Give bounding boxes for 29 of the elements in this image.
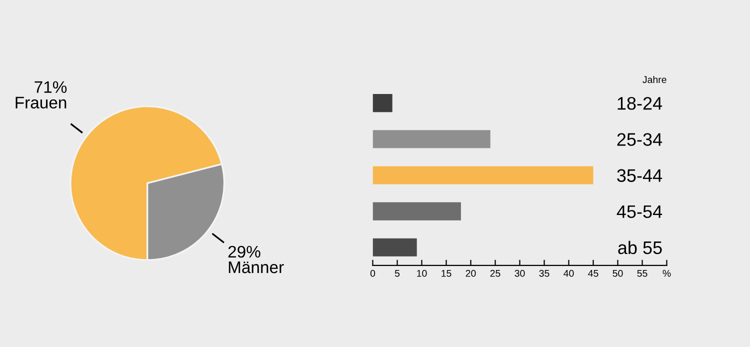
x-tick-label: 0 [370,270,376,277]
y-tick-label: 35-44 [617,169,662,182]
slice-label: Frauen [16,96,66,109]
x-tick-label: 55 [637,270,648,277]
slice-label: Männer [228,262,284,274]
bar [372,238,417,256]
y-tick-label: 18-24 [618,96,662,110]
x-tick-label: 20 [466,270,476,277]
bar [372,166,594,184]
bar [372,130,490,148]
y-tick-label: 45-54 [616,205,662,218]
x-tick-label: 35 [539,270,550,277]
data-label: 71% [34,81,67,93]
y-tick-label: 25-34 [617,133,662,146]
x-tick-label: 50 [612,270,623,277]
data-label: 29% [228,246,260,258]
x-tick-label: 5 [394,270,400,277]
y-axis-title: Jahre [642,76,666,84]
x-tick-label: % [662,270,671,277]
bar [372,202,461,220]
x-tick-label: 25 [490,270,500,277]
x-tick-label: 30 [514,270,525,277]
bar [372,94,392,112]
x-tick-label: 15 [442,270,452,277]
pie-slice [70,106,223,261]
x-tick-label: 40 [564,270,574,277]
x-tick-label: 45 [588,270,598,277]
y-tick-label: ab 55 [618,240,662,254]
x-tick-label: 10 [417,270,427,277]
